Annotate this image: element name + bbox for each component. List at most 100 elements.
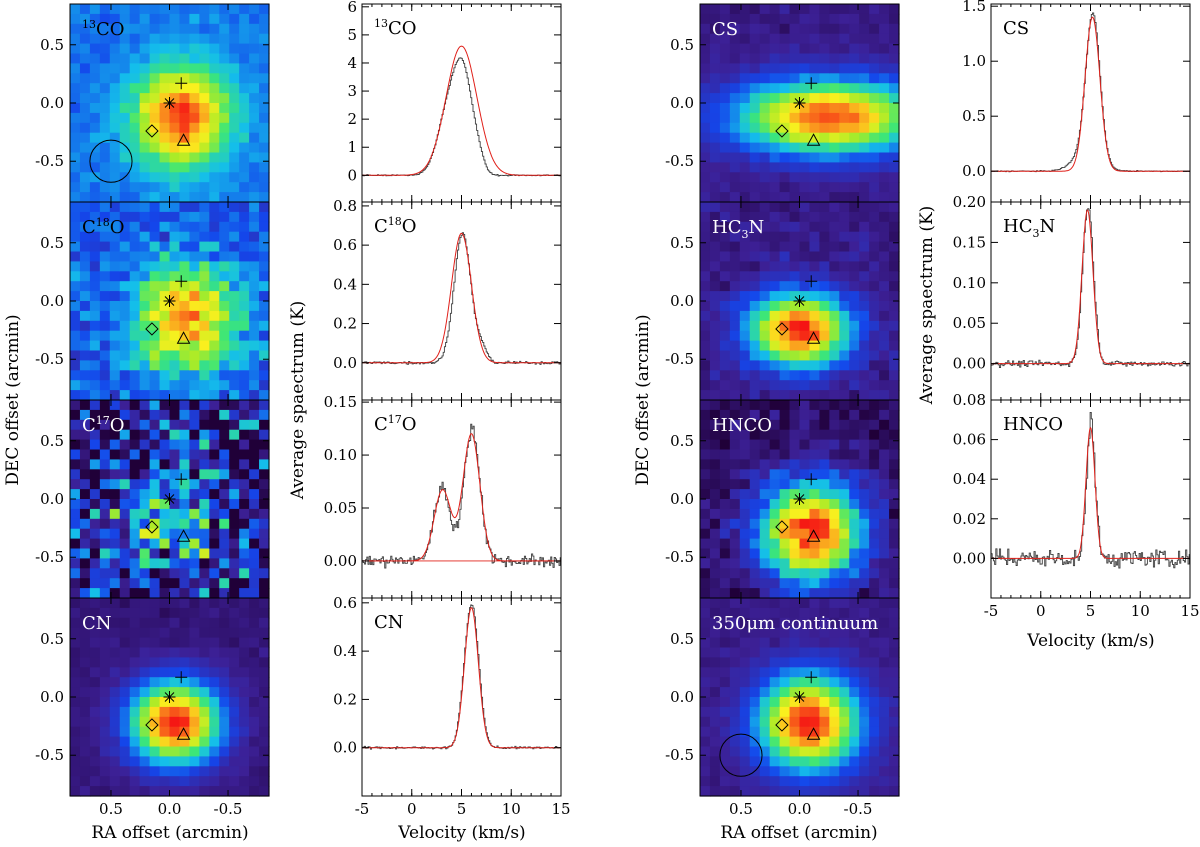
spectrum-ytick-label: 0.4 — [333, 642, 357, 660]
spectrum-ytick-label: 1 — [347, 138, 357, 156]
beam-circle — [89, 139, 133, 183]
map-panel-cont: 0.5 0.0 -0.5 0.5 0.0 -0.5 350μm continuum — [665, 597, 900, 818]
spectrum-panels: 012345613CO0.00.20.40.60.8C18O0.000.050.… — [324, 0, 1200, 818]
spectrum-ytick-label: 0.2 — [333, 690, 357, 708]
spectrum-ytick-label: 6 — [347, 0, 357, 16]
spectrum-panel-c18o: 0.0 0.2 0.4 0.6 0.8 C18O — [333, 197, 562, 401]
model-fit-c18o — [362, 232, 561, 364]
marker-triangle — [806, 727, 821, 740]
marker-triangle — [806, 529, 821, 542]
spectrum-xtick-label: 5 — [1086, 602, 1096, 620]
marker-triangle — [176, 133, 191, 146]
spectrum-xtick-label: 0 — [407, 800, 417, 818]
spectrum-ytick-label: 5 — [347, 26, 357, 44]
map-ytick-label: -0.5 — [665, 350, 694, 368]
map-ytick-label: -0.5 — [35, 152, 64, 170]
map-image-c17o — [70, 400, 270, 599]
map-label-13co: 13CO — [82, 18, 125, 40]
spectrum-xtick-label: 15 — [1180, 602, 1199, 620]
marker-plus — [175, 77, 188, 90]
spectrum-label-cs: CS — [1003, 18, 1029, 39]
spectrum-ytick-label: 0.8 — [333, 197, 357, 215]
model-fit-hc3n — [991, 209, 1190, 365]
spectrum-ytick-label: 0.06 — [953, 431, 986, 449]
marker-diamond — [775, 124, 789, 138]
map-xtick-label: 0.0 — [788, 800, 812, 818]
marker-plus — [805, 275, 818, 288]
map-label-c18o: C18O — [82, 216, 125, 238]
spectrum-panel-hnco: -5 0 5 10 15 0.00 0.02 0.04 0.06 0.08 HNCO — [953, 391, 1200, 620]
spectrum-ytick-label: 0.15 — [953, 233, 986, 251]
map-ytick-label: 0.5 — [670, 36, 694, 54]
map-xtick-label: 0.0 — [158, 800, 182, 818]
map-ytick-label: -0.5 — [35, 746, 64, 764]
marker-plus — [175, 671, 188, 684]
marker-asterisk — [793, 493, 806, 505]
map-label-c17o: C17O — [82, 414, 125, 436]
spectrum-label-13co: 13CO — [374, 17, 417, 39]
spectrum-panel-13co: 0 1 2 3 4 5 6 13CO — [347, 0, 562, 203]
spectrum-xtick-label: -5 — [984, 602, 999, 620]
model-fit-hnco — [991, 426, 1190, 559]
map-ytick-label: -0.5 — [665, 746, 694, 764]
spectrum-label-c17o: C17O — [374, 413, 417, 435]
map-ytick-label: 0.5 — [40, 432, 64, 450]
spectrum-ytick-label: 1.5 — [962, 0, 986, 15]
spectrum-panel-cs: 0.0 0.5 1.0 1.5 CS — [962, 0, 1191, 203]
spectrum-ytick-label: 4 — [347, 54, 357, 72]
map-panels: 0.5 0.0 -0.5 13CO 0.5 0.0 -0.5 C18O 0.5 0.0 -0.5 C1… — [35, 3, 900, 818]
spectrum-ytick-label: 0.02 — [953, 510, 986, 528]
map-label-cont: 350μm continuum — [712, 613, 878, 634]
spectrum-panel-c17o: 0.00 0.05 0.10 0.15 C17O — [324, 393, 562, 599]
marker-diamond — [775, 718, 789, 732]
spectrum-ylabel-left: Average spaectrum (K) — [288, 301, 308, 501]
spectrum-label-c18o: C18O — [374, 215, 417, 237]
spectrum-ytick-label: 0.05 — [953, 314, 986, 332]
map-panel-hc3n: 0.5 0.0 -0.5 HC3N — [665, 201, 900, 401]
beam-circle — [719, 733, 763, 777]
spectrum-xlabel-right: Velocity (km/s) — [1026, 631, 1154, 651]
spectrum-xtick-label: 15 — [551, 800, 570, 818]
marker-asterisk — [793, 97, 806, 109]
spectrum-xtick-label: 0 — [1036, 602, 1046, 620]
map-ytick-label: 0.0 — [670, 94, 694, 112]
map-ylabel-right: DEC offset (arcmin) — [633, 314, 653, 485]
map-ytick-label: 0.0 — [670, 292, 694, 310]
map-ytick-label: -0.5 — [665, 548, 694, 566]
spectrum-label-hnco: HNCO — [1003, 414, 1063, 435]
map-ytick-label: -0.5 — [35, 350, 64, 368]
data-spectrum-c17o — [362, 423, 561, 569]
spectrum-xtick-label: 10 — [502, 800, 521, 818]
spectrum-xtick-label: 5 — [457, 800, 467, 818]
spectrum-ytick-label: 0.0 — [333, 739, 357, 757]
marker-asterisk — [163, 691, 176, 703]
spectrum-label-hc3n: HC3N — [1003, 216, 1055, 240]
spectrum-ytick-label: 0.10 — [953, 274, 986, 292]
map-xtick-label: -0.5 — [214, 800, 243, 818]
map-ytick-label: 0.5 — [670, 630, 694, 648]
spectrum-ytick-label: 0 — [347, 166, 357, 184]
spectrum-ytick-label: 0.2 — [333, 315, 357, 333]
marker-plus — [805, 473, 818, 486]
map-ytick-label: 0.5 — [40, 234, 64, 252]
map-panel-c17o: 0.5 0.0 -0.5 C17O — [35, 399, 270, 599]
map-label-cs: CS — [712, 19, 738, 40]
spectrum-ytick-label: 0.05 — [324, 499, 357, 517]
marker-triangle — [176, 529, 191, 542]
map-xtick-label: 0.5 — [729, 800, 753, 818]
map-panel-c18o: 0.5 0.0 -0.5 C18O — [35, 201, 270, 401]
spectrum-panel-hc3n: 0.00 0.05 0.10 0.15 0.20 HC3N — [953, 193, 1191, 401]
spectrum-ytick-label: 0.08 — [953, 391, 986, 409]
spectrum-panel-cn: -5 0 5 10 15 0.0 0.2 0.4 0.6 CN — [333, 594, 570, 818]
data-spectrum-c18o — [362, 232, 561, 365]
marker-asterisk — [793, 295, 806, 307]
spectrum-frame-c18o — [361, 201, 562, 401]
map-xtick-label: 0.5 — [99, 800, 123, 818]
marker-diamond — [145, 124, 159, 138]
spectrum-ytick-label: 0.0 — [333, 354, 357, 372]
map-ytick-label: -0.5 — [35, 548, 64, 566]
marker-plus — [175, 473, 188, 486]
map-image-cs — [700, 4, 900, 203]
marker-diamond — [145, 520, 159, 534]
